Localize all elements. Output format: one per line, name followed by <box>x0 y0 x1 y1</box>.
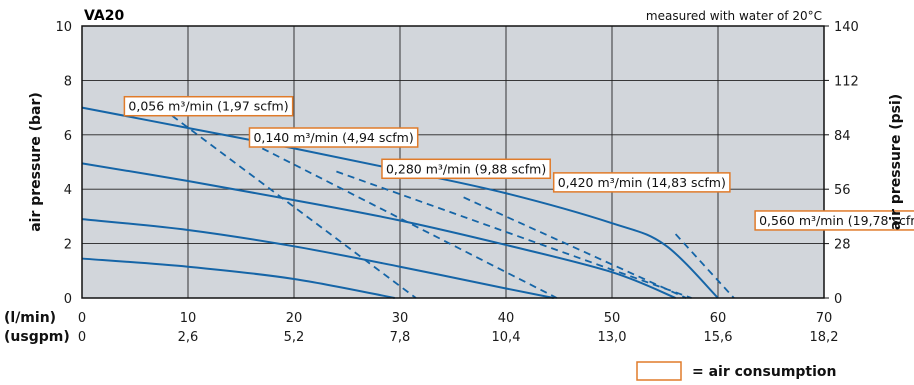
y-tick-labels-bar: 0 2 4 6 8 10 <box>55 20 72 307</box>
x-tick-label-lmin: 50 <box>604 311 621 326</box>
annotation-box: 0,280 m³/min (9,88 scfm) <box>381 158 551 180</box>
pressure-curve <box>81 162 676 299</box>
annotation-frame <box>248 127 419 148</box>
annotation-label: 0,056 m³/min (1,97 scfm) <box>128 99 288 114</box>
x-tick-label-usgpm: 18,2 <box>810 330 839 345</box>
y-tick-label-psi: 140 <box>834 20 859 35</box>
y-tick-label-bar: 4 <box>64 183 72 198</box>
chart-title: VA20 <box>84 8 124 24</box>
y-tick-label-bar: 10 <box>55 20 72 35</box>
x-tick-label-lmin: 0 <box>78 311 86 326</box>
x-tick-label-lmin: 20 <box>286 311 303 326</box>
y-tick-label-psi: 56 <box>834 183 851 198</box>
x-tick-label-lmin: 70 <box>816 311 833 326</box>
air-consumption-line <box>674 233 735 299</box>
x-tick-label-usgpm: 13,0 <box>598 330 627 345</box>
x-tick-label-usgpm: 5,2 <box>284 330 305 345</box>
x-tick-label-lmin: 60 <box>710 311 727 326</box>
annotation-label: 0,560 m³/min (19,78 scfm) <box>759 213 914 228</box>
y-tick-label-psi: 28 <box>834 238 851 253</box>
air-consumption-line <box>251 142 558 299</box>
annotation-frame <box>552 172 731 193</box>
y-tick-label-bar: 0 <box>64 292 72 307</box>
y-tick-label-psi: 84 <box>834 129 851 144</box>
annotation-box: 0,420 m³/min (14,83 scfm) <box>552 172 731 193</box>
air-consumption-lines <box>171 115 735 299</box>
y-tick-label-psi: 112 <box>834 74 859 89</box>
annotation-label: 0,140 m³/min (4,94 scfm) <box>253 130 413 145</box>
air-consumption-line <box>336 170 692 299</box>
y-tick-label-bar: 2 <box>64 238 72 253</box>
pressure-curve <box>81 218 554 299</box>
plot-border <box>81 25 825 299</box>
x-axis-unit-usgpm: (usgpm) <box>4 329 70 345</box>
y-axis-title-right: air pressure (psi) <box>888 94 904 230</box>
air-consumption-line <box>171 115 417 299</box>
x-tick-label-usgpm: 2,6 <box>178 330 199 345</box>
annotation-box: 0,560 m³/min (19,78 scfm) <box>754 210 914 231</box>
annotation-box: 0,140 m³/min (4,94 scfm) <box>248 127 419 148</box>
x-axis-unit-lmin: (l/min) <box>4 310 56 326</box>
annotation-box: 0,056 m³/min (1,97 scfm) <box>123 95 294 117</box>
air-consumption-line <box>463 196 687 299</box>
x-tick-labels-lmin: 0 10 20 30 40 50 60 70 <box>78 311 832 326</box>
annotation-label: 0,420 m³/min (14,83 scfm) <box>558 175 726 190</box>
air-consumption-annotations: 0,056 m³/min (1,97 scfm) 0,140 m³/min (4,… <box>123 95 914 231</box>
x-tick-label-usgpm: 7,8 <box>390 330 411 345</box>
y-tick-label-psi: 0 <box>834 292 842 307</box>
annotation-label: 0,280 m³/min (9,88 scfm) <box>386 161 546 176</box>
annotation-frame <box>123 95 294 117</box>
x-tick-labels-usgpm: 0 2,6 5,2 7,8 10,4 13,0 15,6 18,2 <box>78 330 839 345</box>
x-tick-label-lmin: 10 <box>180 311 197 326</box>
y-axis-title-left: air pressure (bar) <box>28 92 44 232</box>
legend-swatch <box>636 361 682 381</box>
annotation-frame <box>381 158 551 180</box>
x-tick-label-usgpm: 10,4 <box>492 330 521 345</box>
x-tick-label-lmin: 30 <box>392 311 409 326</box>
pressure-curve <box>81 257 395 299</box>
y-tick-label-bar: 6 <box>64 129 72 144</box>
measurement-note: measured with water of 20°C <box>646 9 822 23</box>
x-tick-label-usgpm: 0 <box>78 330 86 345</box>
x-tick-label-usgpm: 15,6 <box>704 330 733 345</box>
annotation-frame <box>754 210 914 231</box>
x-tick-label-lmin: 40 <box>498 311 515 326</box>
legend-label: = air consumption <box>692 364 837 380</box>
y-tick-labels-psi: 0 28 56 84 112 140 <box>824 20 859 307</box>
y-tick-label-bar: 8 <box>64 74 72 89</box>
